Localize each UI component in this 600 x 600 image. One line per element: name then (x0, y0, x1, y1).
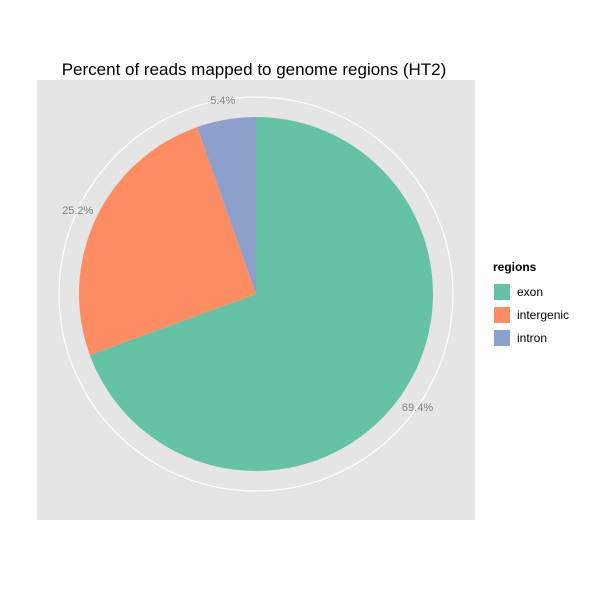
pie-slice-exon (89, 117, 433, 471)
slice-label-exon: 69.4% (402, 402, 433, 414)
slice-label-intergenic: 25.2% (62, 205, 93, 217)
legend: regions exon intergenic intron (493, 260, 593, 349)
legend-swatch-intron (493, 328, 511, 347)
slice-label-intron: 5.4% (210, 95, 235, 107)
pie-slice-intron (197, 117, 256, 294)
legend-item-intron: intron (493, 326, 593, 349)
legend-label: intergenic (517, 307, 570, 322)
legend-item-intergenic: intergenic (493, 303, 593, 326)
pie-slice-intergenic (79, 127, 256, 356)
legend-label: exon (517, 284, 544, 299)
legend-title: regions (493, 260, 537, 274)
pie-chart: 69.4% 25.2% 5.4% (58, 95, 454, 492)
chart-title: Percent of reads mapped to genome region… (61, 60, 447, 79)
legend-swatch-exon (493, 282, 511, 301)
legend-swatch-intergenic (493, 305, 511, 324)
pie-slices (79, 117, 433, 471)
outer-grid-circle (58, 96, 454, 492)
legend-label: intron (517, 330, 548, 345)
legend-item-exon: exon (493, 280, 593, 303)
pie-labels: 69.4% 25.2% 5.4% (62, 95, 433, 414)
